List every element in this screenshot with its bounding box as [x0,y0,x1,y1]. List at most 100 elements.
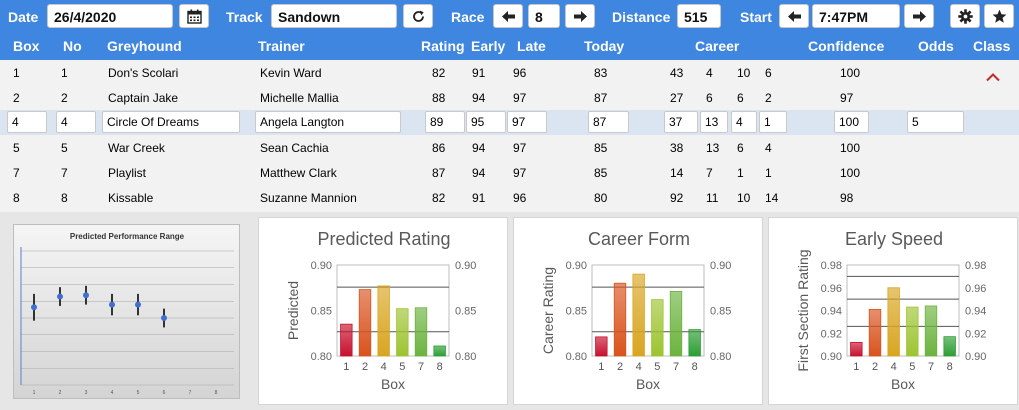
bar [943,336,956,357]
bar [688,329,701,357]
start-label: Start [740,9,772,25]
col-no[interactable]: No [63,38,82,54]
confidence-field[interactable]: 100 [834,111,869,133]
cell-career-2nd: 1 [737,166,744,180]
col-class[interactable]: Class [973,38,1011,54]
cell-confidence: 97 [840,91,854,105]
rating-field[interactable]: 89 [425,111,465,133]
start-prev-button[interactable] [779,4,809,28]
early-field[interactable]: 95 [466,111,506,133]
cell-early: 94 [472,166,486,180]
table-row[interactable]: 7 7 Playlist Matthew Clark 87 94 97 85 1… [0,160,1019,185]
refresh-icon [413,10,424,22]
table-row[interactable]: 1 1 Don's Scolari Kevin Ward 82 91 96 83… [0,60,1019,85]
data-point [57,293,63,300]
cell-greyhound: War Creek [108,141,165,155]
cell-career-1st: 6 [706,91,713,105]
chart-title: Early Speed [845,229,943,249]
settings-button[interactable] [950,4,980,28]
plot-area [591,264,705,357]
start-next-button[interactable] [904,4,934,28]
y-tick-label: 0.90 [311,260,332,272]
data-point [83,292,89,299]
career-2nd-field[interactable]: 4 [731,111,757,133]
col-box[interactable]: Box [13,38,40,54]
cell-no: 8 [61,191,68,205]
late-field[interactable]: 97 [507,111,547,133]
cell-box: 5 [13,141,20,155]
col-early[interactable]: Early [471,38,506,54]
x-tick-label: 4 [381,361,387,373]
col-career[interactable]: Career [695,38,740,54]
cell-career-starts: 92 [670,191,684,205]
y2-tick-label: 0.80 [710,351,731,363]
cell-career-3rd: 6 [765,66,772,80]
x-axis-label: Box [891,376,915,392]
career-form-plot: Career Form 0.80 0.80 0.85 0.85 0.90 0.90 1 2 4 5 7… [540,229,731,392]
table-row[interactable]: 2 2 Captain Jake Michelle Mallia 88 94 9… [0,85,1019,110]
col-confidence[interactable]: Confidence [808,38,885,54]
cell-rating: 82 [432,191,446,205]
col-trainer[interactable]: Trainer [258,38,305,54]
gear-icon [958,9,973,24]
odds-field[interactable]: 5 [907,111,964,133]
table-row[interactable]: 8 8 Kissable Suzanne Mannion 82 91 96 80… [0,185,1019,210]
greyhound-field[interactable]: Circle Of Dreams [102,111,240,133]
cell-no: 5 [61,141,68,155]
cell-career-2nd: 10 [737,66,751,80]
box-field[interactable]: 4 [7,111,47,133]
career-1st-field[interactable]: 13 [700,111,728,133]
track-input[interactable]: Sandown [271,4,397,28]
cell-confidence: 98 [840,191,854,205]
refresh-button[interactable] [403,4,433,28]
trainer-field[interactable]: Angela Langton [255,111,401,133]
career-3rd-field[interactable]: 1 [759,111,787,133]
cell-career-starts: 14 [670,166,684,180]
race-next-button[interactable] [565,4,595,28]
y2-tick-label: 0.90 [965,351,986,363]
col-odds[interactable]: Odds [918,38,954,54]
predicted-rating-chart: Predicted Rating 0.80 0.80 0.85 0.85 0.90 0.90… [258,217,508,405]
bar [414,307,428,357]
track-label: Track [226,9,263,25]
table-row-selected[interactable]: 4 4 Circle Of Dreams Angela Langton 89 9… [0,110,1019,135]
bar [850,341,863,357]
col-rating[interactable]: Rating [421,38,465,54]
x-tick-label: 2 [362,361,368,373]
y2-tick-label: 0.85 [455,306,476,318]
col-today[interactable]: Today [584,38,625,54]
race-prev-button[interactable] [493,4,523,28]
x-tick-label: 8 [215,390,218,396]
cell-late: 97 [513,141,527,155]
x-tick-label: 5 [137,390,140,396]
calendar-button[interactable] [179,4,209,28]
chart-title: Predicted Rating [317,229,450,249]
x-tick-label: 1 [33,390,36,396]
x-tick-label: 5 [399,361,405,373]
cell-box: 2 [13,91,20,105]
cell-career-starts: 27 [670,91,684,105]
cell-career-1st: 7 [706,166,713,180]
y-axis-label: First Section Rating [795,249,811,371]
col-late[interactable]: Late [517,38,546,54]
col-greyhound[interactable]: Greyhound [107,38,182,54]
cell-late: 96 [513,191,527,205]
date-input[interactable]: 26/4/2020 [47,4,173,28]
favorite-button[interactable] [984,4,1014,28]
today-field[interactable]: 87 [588,111,629,133]
cell-today: 87 [594,91,608,105]
career-starts-field[interactable]: 37 [664,111,698,133]
plot-area [336,264,450,357]
arrow-left-icon [502,11,515,22]
x-tick-label: 6 [163,390,166,396]
cell-box: 7 [13,166,20,180]
table-row[interactable]: 5 5 War Creek Sean Cachia 86 94 97 85 38… [0,135,1019,160]
bar [340,323,353,357]
distance-input[interactable]: 515 [677,4,721,28]
y2-tick-label: 0.90 [455,260,476,272]
no-field[interactable]: 4 [56,111,96,133]
x-tick-label: 1 [598,361,604,373]
race-input[interactable]: 8 [528,4,560,28]
chevron-up-icon[interactable] [986,72,1000,82]
start-time-input[interactable]: 7:47PM [812,4,900,28]
